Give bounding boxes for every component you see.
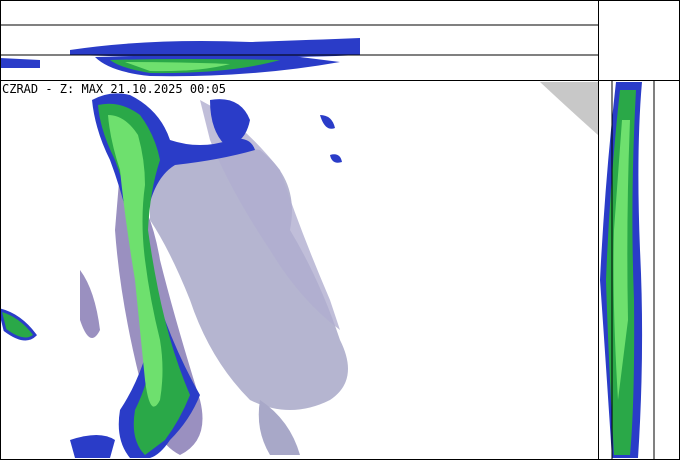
echo-moderate [613,120,630,400]
echo-strong [320,115,342,163]
echo-strong [0,58,40,68]
out-of-range-area [540,82,598,135]
echo-strong [70,435,115,458]
map-caption: CZRAD - Z: MAX 21.10.2025 00:05 [2,82,226,96]
echo-light [150,147,348,410]
right-projection [600,81,655,460]
echo-strong [70,38,360,58]
echo-moderate [125,62,230,72]
echo-light [80,270,100,338]
main-map: CZRAD - Z: MAX 21.10.2025 00:05 [0,82,598,458]
echo-moderate [108,115,163,407]
echo-light [200,100,340,330]
echo-strong [210,99,250,145]
echo-light [258,400,300,455]
top-projection [0,24,598,77]
echo-moderate [0,308,37,341]
